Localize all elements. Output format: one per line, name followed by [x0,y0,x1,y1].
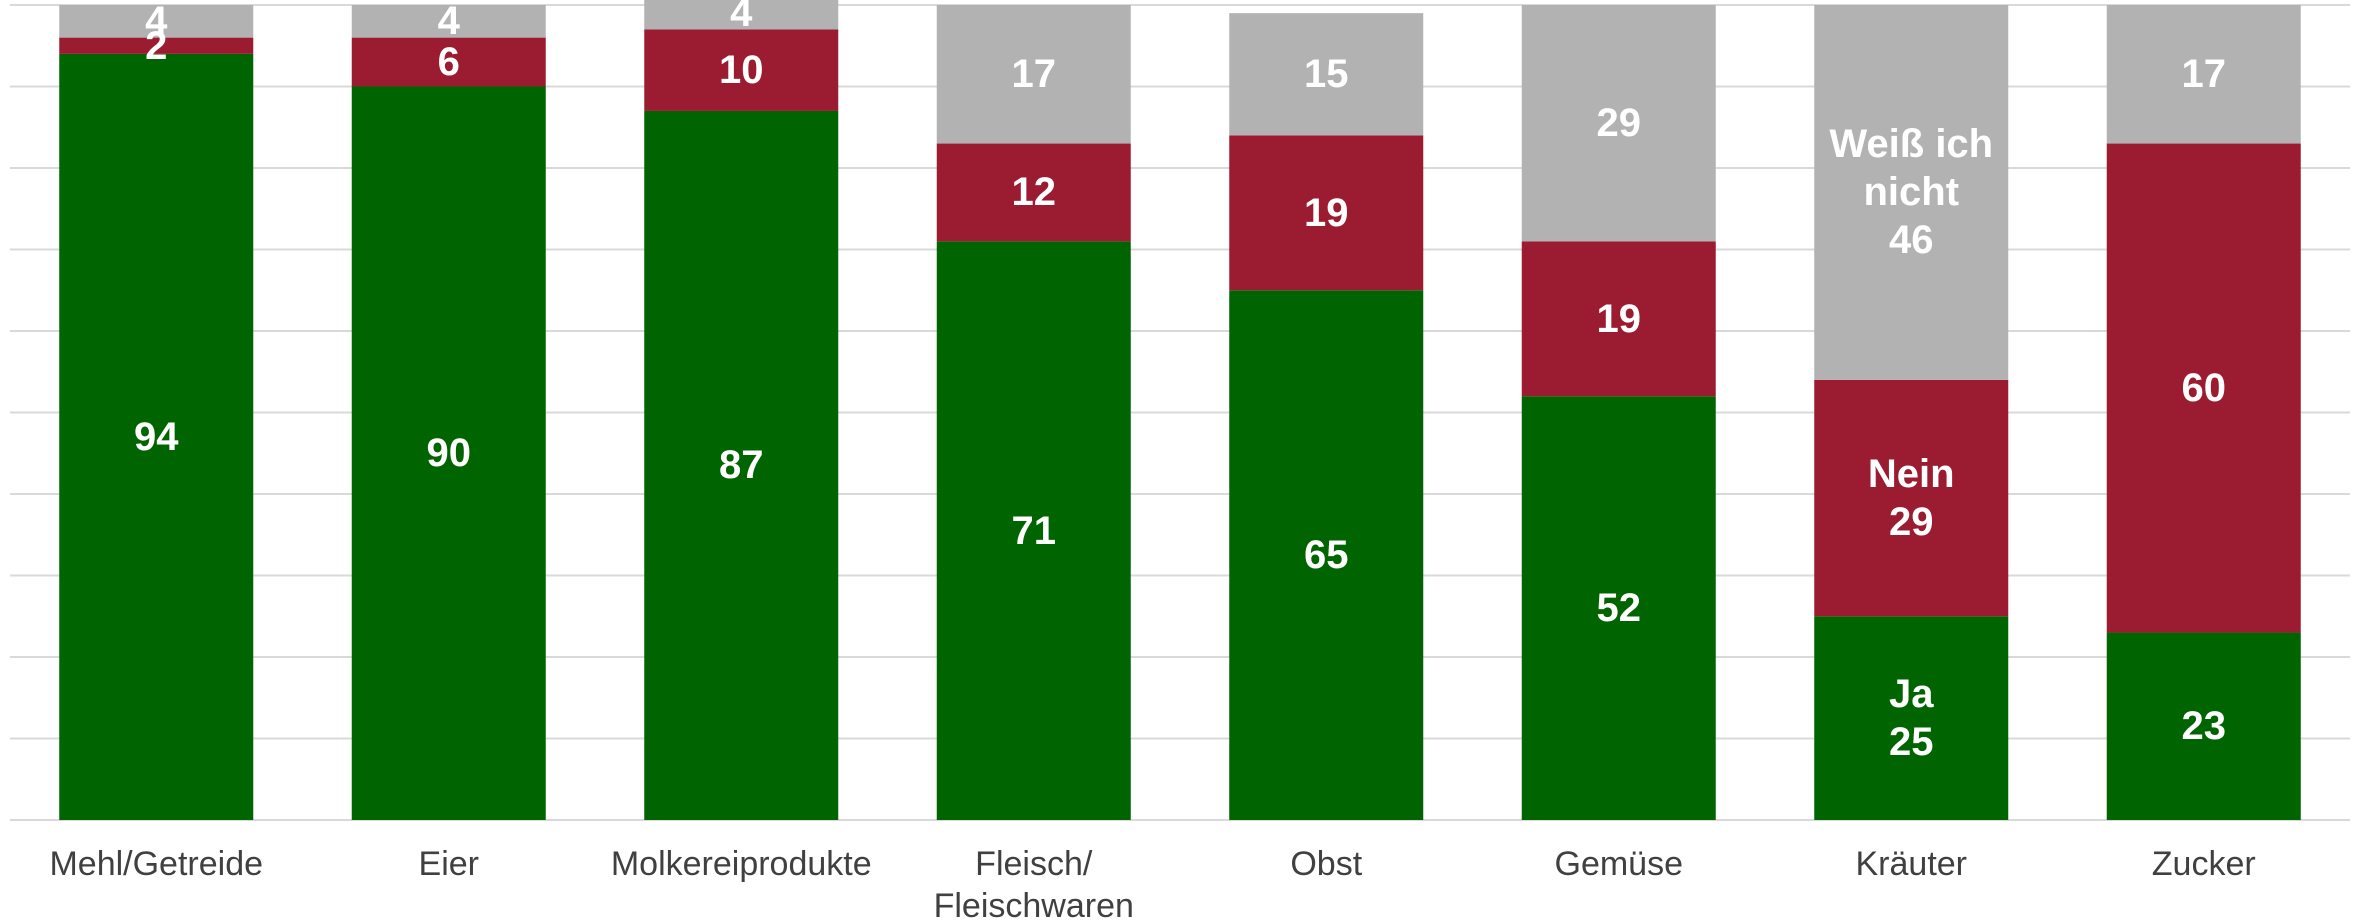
bar-segment [1229,13,1424,136]
value-label: 4 [437,0,460,44]
bar-segment [1814,5,2009,380]
bar-segment [936,241,1131,821]
bar-segment [351,86,546,820]
value-label: 10 [719,48,764,93]
data-label: Weiß ich nicht 46 [1814,120,2008,264]
data-label: 60 [2107,364,2301,412]
data-label: Ja 25 [1814,670,2008,766]
x-tick-label: Fleisch/ Fleischwaren [933,845,1134,924]
data-label: 17 [2107,50,2301,98]
x-tick-label: Zucker [2151,845,2256,883]
legend-label: Weiß ich nicht [1829,122,1994,215]
x-tick-label: Molkereiprodukte [610,845,872,883]
value-label: 17 [1011,52,1057,97]
data-label: 52 [1522,584,1716,632]
bar-segment [936,5,1131,144]
value-label: 90 [426,431,472,476]
data-label: 19 [1522,295,1716,343]
data-label: 15 [1229,50,1423,98]
bar-segment [59,5,254,38]
bar-segment [2106,143,2301,633]
bar-segment [59,53,254,820]
value-label: 19 [1596,296,1642,341]
value-label: 6 [437,40,460,85]
data-label: 4 [644,0,838,37]
data-label: 10 [644,46,838,94]
data-label: 2 [59,22,253,70]
data-label: Nein 29 [1814,450,2008,546]
data-label: 65 [1229,531,1423,579]
value-label: 52 [1596,586,1642,631]
bar-segment [936,143,1131,242]
x-tick-label: Eier [418,845,479,883]
value-label: 65 [1304,533,1349,578]
legend-label: Nein [1867,452,1955,497]
data-label: 87 [644,441,838,489]
bar-segment [1521,5,1716,242]
bar-segment [2106,5,2301,144]
value-label: 4 [730,0,753,36]
bar-segment [351,5,546,38]
x-tick-label: Obst [1290,845,1363,883]
bar-segment [644,0,839,30]
bar-segment [644,110,839,820]
data-label: 71 [937,507,1131,555]
data-label: 4 [59,0,253,45]
data-label: 23 [2107,702,2301,750]
value-label: 87 [719,443,764,488]
bar-segment [1521,396,1716,820]
data-label: 4 [352,0,546,45]
value-label: 4 [145,0,168,44]
bar-segment [59,37,254,54]
data-label: 29 [1522,99,1716,147]
x-tick-label: Kräuter [1855,845,1968,883]
data-label: 17 [937,50,1131,98]
value-label: 29 [1889,500,1934,545]
x-tick-label: Gemüse [1554,845,1684,883]
bar-segment [1229,290,1424,820]
value-label: 94 [134,414,179,459]
value-label: 29 [1596,101,1642,146]
value-label: 12 [1011,170,1057,215]
legend-label: Ja [1889,672,1934,717]
bar-segment [2106,632,2301,820]
x-tick-label: Mehl/Getreide [49,845,264,883]
value-label: 15 [1304,52,1349,97]
bar-segment [1814,616,2009,820]
bar-segment [1229,135,1424,291]
value-label: 17 [2181,52,2227,97]
bar-segment [1814,379,2009,617]
bar-segment [644,29,839,111]
value-label: 60 [2181,366,2227,411]
value-label: 2 [145,23,168,68]
value-label: 23 [2181,704,2227,749]
value-label: 46 [1889,218,1934,263]
value-label: 19 [1304,190,1349,235]
data-label: 90 [352,429,546,477]
bar-segment [351,37,546,87]
value-label: 25 [1889,720,1934,765]
data-label: 6 [352,38,546,86]
value-label: 71 [1011,508,1057,553]
data-label: 19 [1229,189,1423,237]
data-label: 94 [59,413,253,461]
bar-segment [1521,241,1716,397]
data-label: 12 [937,168,1131,216]
